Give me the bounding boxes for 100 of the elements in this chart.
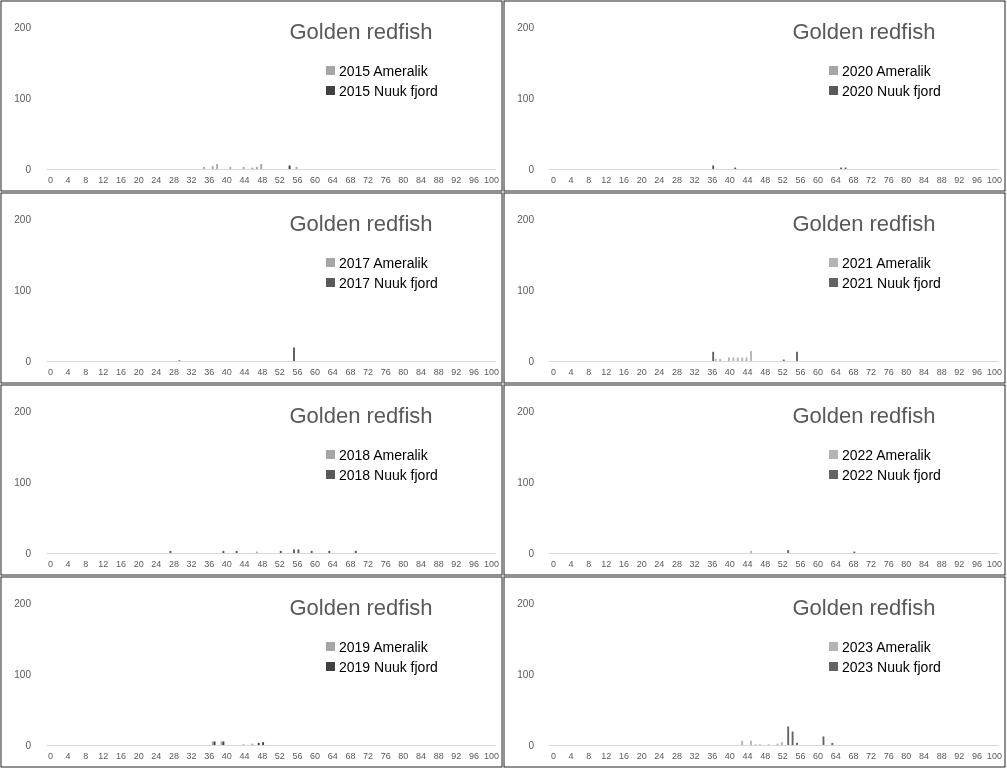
y-tick-label: 0 xyxy=(25,739,32,751)
x-tick-label: 12 xyxy=(98,175,109,185)
x-tick-label: 28 xyxy=(168,559,179,569)
x-tick-label: 56 xyxy=(292,175,303,185)
x-tick-label: 0 xyxy=(550,751,556,761)
x-tick-label: 88 xyxy=(936,751,947,761)
x-tick-label: 4 xyxy=(65,751,71,761)
x-tick-label: 48 xyxy=(257,751,268,761)
x-tick-label: 64 xyxy=(327,367,338,377)
x-tick-label: 60 xyxy=(310,559,321,569)
x-tick-label: 0 xyxy=(47,367,53,377)
x-tick-label: 36 xyxy=(707,175,718,185)
x-tick-label: 100 xyxy=(484,751,500,761)
x-tick-label: 4 xyxy=(65,367,71,377)
x-tick-label: 36 xyxy=(204,751,215,761)
x-tick-label: 96 xyxy=(971,175,982,185)
x-tick-label: 80 xyxy=(398,559,409,569)
x-tick-label: 28 xyxy=(168,175,179,185)
x-tick-label: 32 xyxy=(689,367,700,377)
x-tick-label: 64 xyxy=(830,751,841,761)
x-tick-label: 12 xyxy=(98,367,109,377)
x-tick-label: 12 xyxy=(601,751,612,761)
legend-label: 2018 Ameralik xyxy=(339,446,429,463)
x-tick-label: 88 xyxy=(936,367,947,377)
x-tick-label: 96 xyxy=(468,751,479,761)
x-tick-label: 56 xyxy=(795,367,806,377)
x-tick-label: 24 xyxy=(151,751,162,761)
x-tick-label: 16 xyxy=(115,559,127,569)
x-tick-label: 64 xyxy=(327,751,338,761)
x-tick-label: 32 xyxy=(689,751,700,761)
x-tick-label: 52 xyxy=(777,559,788,569)
x-tick-label: 48 xyxy=(257,175,268,185)
x-tick-label: 68 xyxy=(848,175,859,185)
y-tick-label: 0 xyxy=(528,547,535,559)
x-tick-label: 76 xyxy=(380,367,391,377)
x-tick-label: 24 xyxy=(151,175,162,185)
y-tick-label: 0 xyxy=(25,547,32,559)
chart-title: Golden redfish xyxy=(289,403,433,428)
legend-label: 2022 Nuuk fjord xyxy=(842,466,941,483)
x-tick-label: 28 xyxy=(168,367,179,377)
x-tick-label: 72 xyxy=(866,175,877,185)
x-tick-label: 96 xyxy=(468,367,479,377)
y-tick-label: 100 xyxy=(517,284,535,296)
x-tick-label: 60 xyxy=(813,367,824,377)
x-tick-label: 80 xyxy=(901,367,912,377)
x-tick-label: 84 xyxy=(918,367,930,377)
chart-title: Golden redfish xyxy=(289,19,433,44)
x-tick-label: 16 xyxy=(115,367,127,377)
x-tick-label: 16 xyxy=(618,751,630,761)
x-tick-label: 16 xyxy=(115,175,127,185)
x-tick-label: 36 xyxy=(204,175,215,185)
x-tick-label: 92 xyxy=(954,175,965,185)
x-tick-label: 48 xyxy=(760,751,771,761)
x-tick-label: 24 xyxy=(654,559,665,569)
x-tick-label: 68 xyxy=(848,559,859,569)
x-tick-label: 0 xyxy=(550,559,556,569)
chart-title: Golden redfish xyxy=(289,595,433,620)
x-tick-label: 60 xyxy=(310,175,321,185)
y-tick-label: 100 xyxy=(517,92,535,104)
x-tick-label: 68 xyxy=(345,559,356,569)
x-tick-label: 100 xyxy=(484,559,500,569)
y-tick-label: 0 xyxy=(25,163,32,175)
x-tick-label: 68 xyxy=(848,367,859,377)
x-tick-label: 96 xyxy=(971,559,982,569)
legend-label: 2019 Ameralik xyxy=(339,638,429,655)
x-tick-label: 44 xyxy=(742,751,753,761)
x-tick-label: 44 xyxy=(742,559,753,569)
x-tick-label: 52 xyxy=(274,559,285,569)
x-tick-label: 16 xyxy=(618,559,630,569)
x-tick-label: 20 xyxy=(133,751,144,761)
x-tick-label: 36 xyxy=(204,559,215,569)
x-tick-label: 64 xyxy=(327,175,338,185)
chart-title: Golden redfish xyxy=(792,403,936,428)
x-tick-label: 80 xyxy=(901,559,912,569)
x-tick-label: 60 xyxy=(813,175,824,185)
x-tick-label: 88 xyxy=(433,367,444,377)
x-tick-label: 76 xyxy=(883,367,894,377)
x-tick-label: 76 xyxy=(883,751,894,761)
x-tick-label: 100 xyxy=(484,367,500,377)
x-tick-label: 80 xyxy=(398,367,409,377)
x-tick-label: 24 xyxy=(654,367,665,377)
x-tick-label: 20 xyxy=(636,367,647,377)
y-tick-label: 200 xyxy=(517,597,535,609)
x-tick-label: 76 xyxy=(380,559,391,569)
x-tick-label: 48 xyxy=(760,559,771,569)
x-tick-label: 28 xyxy=(671,559,682,569)
x-tick-label: 16 xyxy=(618,367,630,377)
x-tick-label: 8 xyxy=(83,367,89,377)
x-tick-label: 52 xyxy=(777,175,788,185)
x-tick-label: 84 xyxy=(918,751,930,761)
x-tick-label: 64 xyxy=(327,559,338,569)
x-tick-label: 40 xyxy=(724,559,735,569)
y-tick-label: 100 xyxy=(517,476,535,488)
x-tick-label: 40 xyxy=(724,175,735,185)
y-tick-label: 0 xyxy=(528,739,535,751)
x-tick-label: 20 xyxy=(636,751,647,761)
chart-title: Golden redfish xyxy=(792,19,936,44)
x-tick-label: 12 xyxy=(601,559,612,569)
x-tick-label: 20 xyxy=(636,175,647,185)
x-tick-label: 4 xyxy=(568,559,574,569)
